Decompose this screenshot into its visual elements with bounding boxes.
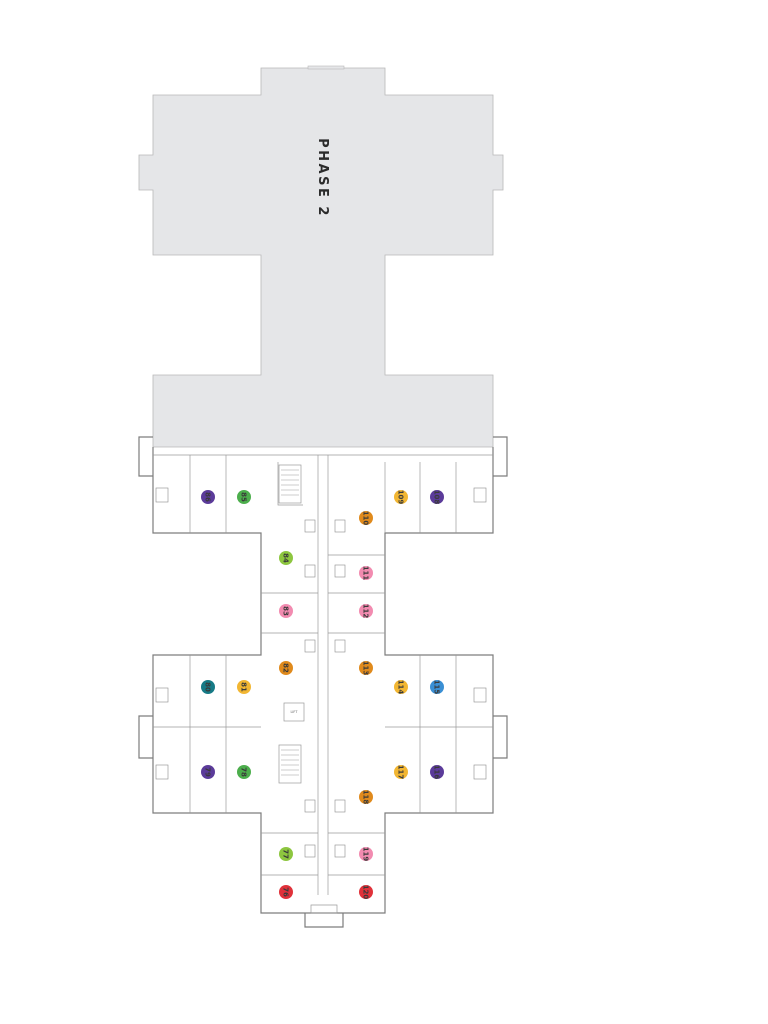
unit-label: 110 <box>362 511 370 526</box>
unit-label: 111 <box>362 566 370 581</box>
unit-label: 78 <box>240 767 248 777</box>
unit-84[interactable]: 84 <box>279 551 293 565</box>
phase-2-notch <box>307 65 345 70</box>
unit-86[interactable]: 86 <box>201 490 215 504</box>
unit-111[interactable]: 111 <box>359 566 373 581</box>
unit-77[interactable]: 77 <box>279 847 293 861</box>
unit-109[interactable]: 109 <box>394 490 408 505</box>
unit-label: 80 <box>204 682 212 692</box>
phase-2-label: PHASE 2 <box>315 138 330 218</box>
unit-marker-circle <box>359 847 373 861</box>
unit-marker-circle <box>359 566 373 580</box>
unit-114[interactable]: 114 <box>394 680 408 695</box>
unit-label: 119 <box>362 847 370 862</box>
unit-label: 85 <box>240 492 248 502</box>
unit-label: 115 <box>433 680 441 695</box>
stair-treads <box>281 469 299 776</box>
unit-label: 86 <box>204 492 212 502</box>
unit-marker-circle <box>237 680 251 694</box>
unit-marker-circle <box>237 490 251 504</box>
unit-label: 84 <box>282 553 290 563</box>
unit-85[interactable]: 85 <box>237 490 251 504</box>
unit-108[interactable]: 108 <box>430 490 444 505</box>
unit-marker-circle <box>430 680 444 694</box>
unit-marker-circle <box>430 490 444 504</box>
unit-marker-circle <box>237 765 251 779</box>
unit-117[interactable]: 117 <box>394 765 408 780</box>
unit-marker-circle <box>359 511 373 525</box>
unit-marker-circle <box>359 604 373 618</box>
unit-label: 118 <box>362 790 370 805</box>
unit-label: 83 <box>282 606 290 616</box>
unit-marker-circle <box>279 847 293 861</box>
unit-label: 82 <box>282 663 290 673</box>
unit-marker-circle <box>359 885 373 899</box>
unit-116[interactable]: 116 <box>430 765 444 780</box>
unit-marker-circle <box>279 551 293 565</box>
unit-78[interactable]: 78 <box>237 765 251 779</box>
unit-113[interactable]: 113 <box>359 661 373 676</box>
unit-marker-circle <box>279 604 293 618</box>
unit-82[interactable]: 82 <box>279 661 293 675</box>
unit-label: 76 <box>282 887 290 897</box>
building-walls <box>138 436 508 928</box>
unit-marker-circle <box>394 490 408 504</box>
unit-marker-circle <box>394 680 408 694</box>
unit-118[interactable]: 118 <box>359 790 373 805</box>
unit-marker-circle <box>279 661 293 675</box>
phase-2-block <box>138 67 504 448</box>
unit-label: 77 <box>282 849 290 859</box>
unit-label: 113 <box>362 661 370 676</box>
unit-label: 109 <box>397 490 405 505</box>
unit-marker-circle <box>359 661 373 675</box>
unit-120[interactable]: 120 <box>359 885 373 900</box>
unit-115[interactable]: 115 <box>430 680 444 695</box>
unit-marker-circle <box>201 765 215 779</box>
unit-119[interactable]: 119 <box>359 847 373 862</box>
unit-label: 81 <box>240 682 248 692</box>
unit-81[interactable]: 81 <box>237 680 251 694</box>
unit-110[interactable]: 110 <box>359 511 373 526</box>
unit-marker-circle <box>201 680 215 694</box>
unit-label: 117 <box>397 765 405 780</box>
unit-label: 120 <box>362 885 370 900</box>
unit-76[interactable]: 76 <box>279 885 293 899</box>
unit-83[interactable]: 83 <box>279 604 293 618</box>
unit-marker-circle <box>201 490 215 504</box>
bathroom-fixtures <box>155 487 487 858</box>
lift-label: LIFT <box>290 710 298 714</box>
unit-label: 114 <box>397 680 405 695</box>
unit-marker-circle <box>394 765 408 779</box>
unit-marker-circle <box>430 765 444 779</box>
unit-label: 108 <box>433 490 441 505</box>
unit-marker-circle <box>359 790 373 804</box>
unit-marker-circle <box>279 885 293 899</box>
unit-markers: 86 85 109 108 110 84 111 83 112 82 113 8… <box>201 490 444 900</box>
unit-label: 116 <box>433 765 441 780</box>
unit-112[interactable]: 112 <box>359 604 373 619</box>
unit-label: 112 <box>362 604 370 619</box>
unit-80[interactable]: 80 <box>201 680 215 694</box>
unit-79[interactable]: 79 <box>201 765 215 779</box>
unit-label: 79 <box>204 767 212 777</box>
